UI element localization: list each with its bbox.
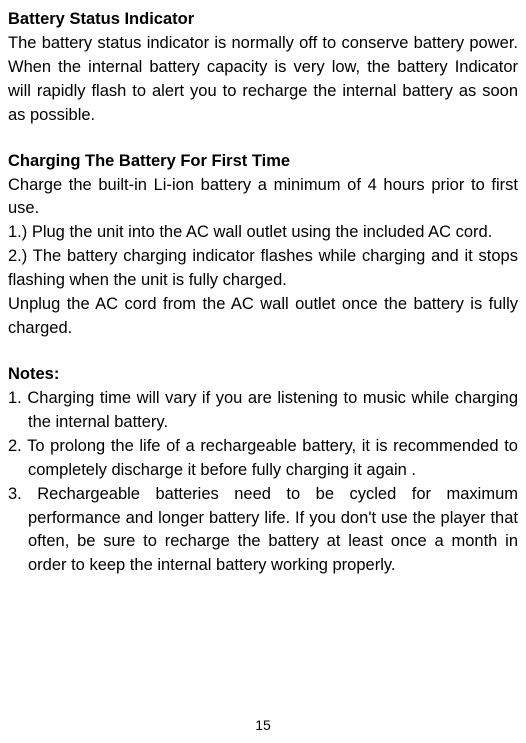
section1-body: The battery status indicator is normally… [8,32,518,128]
section2-step1: 1.) Plug the unit into the AC wall outle… [8,221,518,245]
notes-item-3: 3. Rechargeable batteries need to be cyc… [8,483,518,579]
section2-unplug: Unplug the AC cord from the AC wall outl… [8,293,518,341]
section2-heading: Charging The Battery For First Time [8,150,518,174]
section1-heading: Battery Status Indicator [8,8,518,32]
document-content: Battery Status Indicator The battery sta… [8,8,518,578]
notes-item-2: 2. To prolong the life of a rechargeable… [8,435,518,483]
section2-intro: Charge the built-in Li-ion battery a min… [8,174,518,222]
page-number: 15 [0,717,526,733]
notes-list: 1. Charging time will vary if you are li… [8,387,518,578]
notes-heading: Notes: [8,363,518,387]
notes-item-1: 1. Charging time will vary if you are li… [8,387,518,435]
section2-step2: 2.) The battery charging indicator flash… [8,245,518,293]
